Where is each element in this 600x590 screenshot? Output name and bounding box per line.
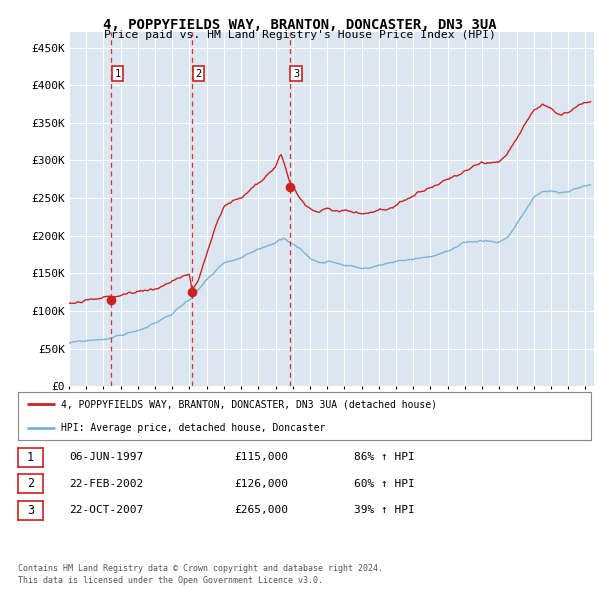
Text: 60% ↑ HPI: 60% ↑ HPI [354,479,415,489]
Text: 22-OCT-2007: 22-OCT-2007 [69,506,143,515]
Text: 2: 2 [27,477,34,490]
Text: £115,000: £115,000 [234,453,288,462]
Text: 1: 1 [115,69,121,79]
Text: 4, POPPYFIELDS WAY, BRANTON, DONCASTER, DN3 3UA: 4, POPPYFIELDS WAY, BRANTON, DONCASTER, … [103,18,497,32]
Text: HPI: Average price, detached house, Doncaster: HPI: Average price, detached house, Donc… [61,423,325,432]
Text: 06-JUN-1997: 06-JUN-1997 [69,453,143,462]
Text: 22-FEB-2002: 22-FEB-2002 [69,479,143,489]
Text: 3: 3 [27,504,34,517]
Text: £265,000: £265,000 [234,506,288,515]
Text: 4, POPPYFIELDS WAY, BRANTON, DONCASTER, DN3 3UA (detached house): 4, POPPYFIELDS WAY, BRANTON, DONCASTER, … [61,399,437,409]
Text: 86% ↑ HPI: 86% ↑ HPI [354,453,415,462]
Text: Contains HM Land Registry data © Crown copyright and database right 2024.
This d: Contains HM Land Registry data © Crown c… [18,565,383,585]
Text: 2: 2 [196,69,202,79]
Text: 1: 1 [27,451,34,464]
Text: 3: 3 [293,69,299,79]
Text: £126,000: £126,000 [234,479,288,489]
Text: Price paid vs. HM Land Registry's House Price Index (HPI): Price paid vs. HM Land Registry's House … [104,30,496,40]
Text: 39% ↑ HPI: 39% ↑ HPI [354,506,415,515]
